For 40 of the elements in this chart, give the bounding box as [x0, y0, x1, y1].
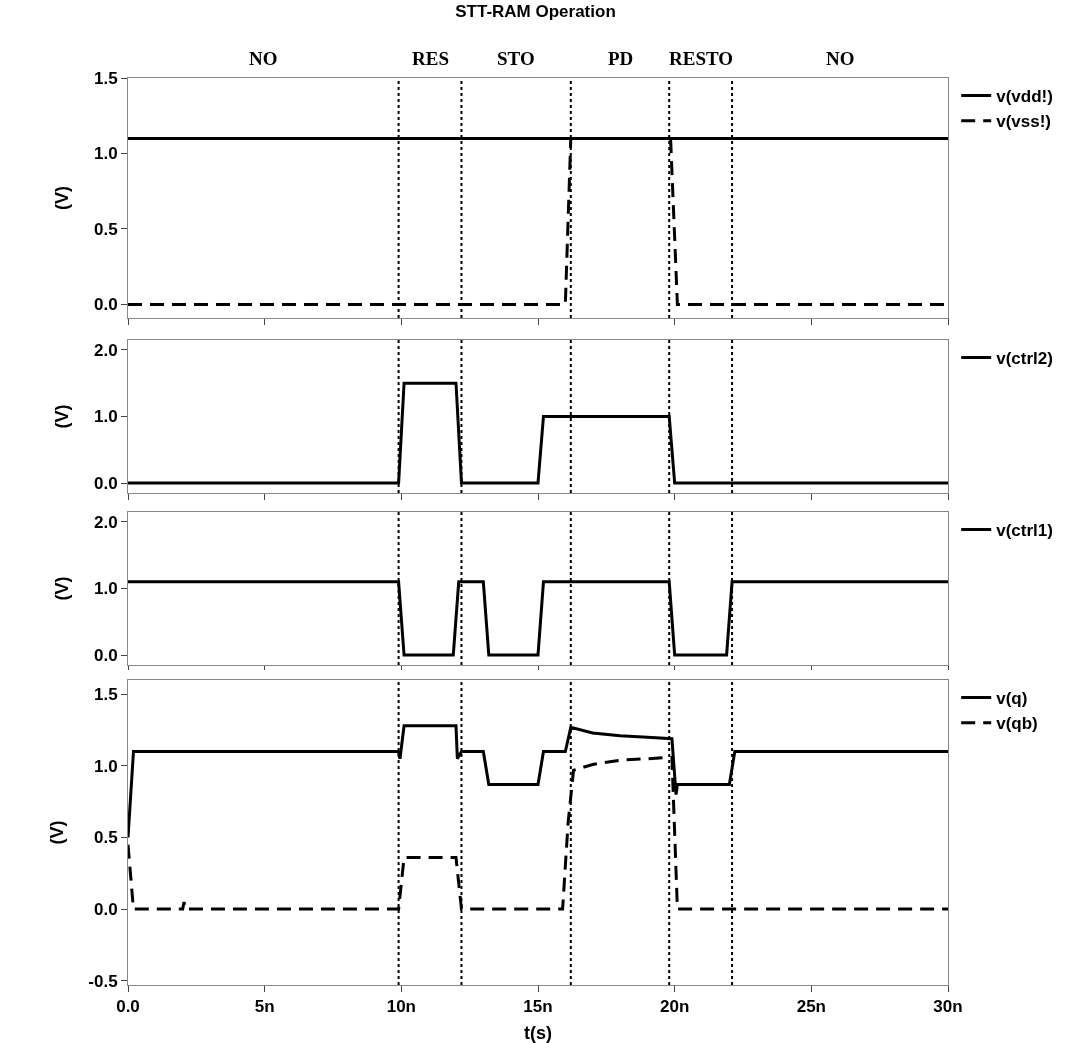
legend-label: v(vdd!) — [996, 87, 1053, 107]
legend-label: v(ctrl2) — [996, 349, 1053, 369]
y-tick-label: 1.0 — [93, 144, 118, 164]
y-tick-label: 0.5 — [93, 828, 118, 848]
x-tick-label: 15n — [523, 997, 553, 1017]
y-tick-label: 2.0 — [93, 512, 118, 532]
text: NO — [826, 48, 855, 69]
legend-label: v(q) — [996, 689, 1028, 709]
y-tick-label: 1.5 — [93, 68, 118, 88]
chart-title: STT-RAM Operation — [455, 1, 616, 21]
y-tick-label: 0.0 — [93, 900, 118, 920]
y-tick-label: 2.0 — [93, 340, 118, 360]
y-tick-label: 0.5 — [93, 219, 118, 239]
x-axis-title: t(s) — [524, 1023, 552, 1043]
text: RES — [412, 48, 449, 69]
y-tick-label: -0.5 — [88, 971, 118, 991]
y-axis-title: (V) — [52, 404, 73, 429]
legend-label: v(vss!) — [996, 112, 1052, 132]
y-tick-label: 0.0 — [93, 295, 118, 315]
y-axis-title: (V) — [52, 576, 73, 601]
legend-label: v(qb) — [996, 714, 1038, 734]
y-tick-label: 1.0 — [93, 407, 118, 427]
y-tick-label: 1.0 — [93, 756, 118, 776]
text: RESTO — [669, 48, 734, 69]
text: PD — [608, 48, 634, 69]
y-axis-title: (V) — [46, 820, 67, 845]
x-tick-label: 25n — [796, 997, 826, 1017]
y-tick-label: 1.0 — [93, 579, 118, 599]
y-tick-label: 1.5 — [93, 685, 118, 705]
x-tick-label: 30n — [933, 997, 963, 1017]
x-tick-label: 5n — [254, 997, 275, 1017]
x-tick-label: 0.0 — [116, 997, 140, 1017]
text: NO — [249, 48, 278, 69]
y-tick-label: 0.0 — [93, 645, 118, 665]
x-tick-label: 20n — [660, 997, 690, 1017]
legend-label: v(ctrl1) — [996, 521, 1053, 541]
y-axis-title: (V) — [52, 186, 73, 210]
y-tick-label: 0.0 — [93, 473, 118, 493]
text: STO — [497, 48, 535, 69]
x-tick-label: 10n — [386, 997, 416, 1017]
